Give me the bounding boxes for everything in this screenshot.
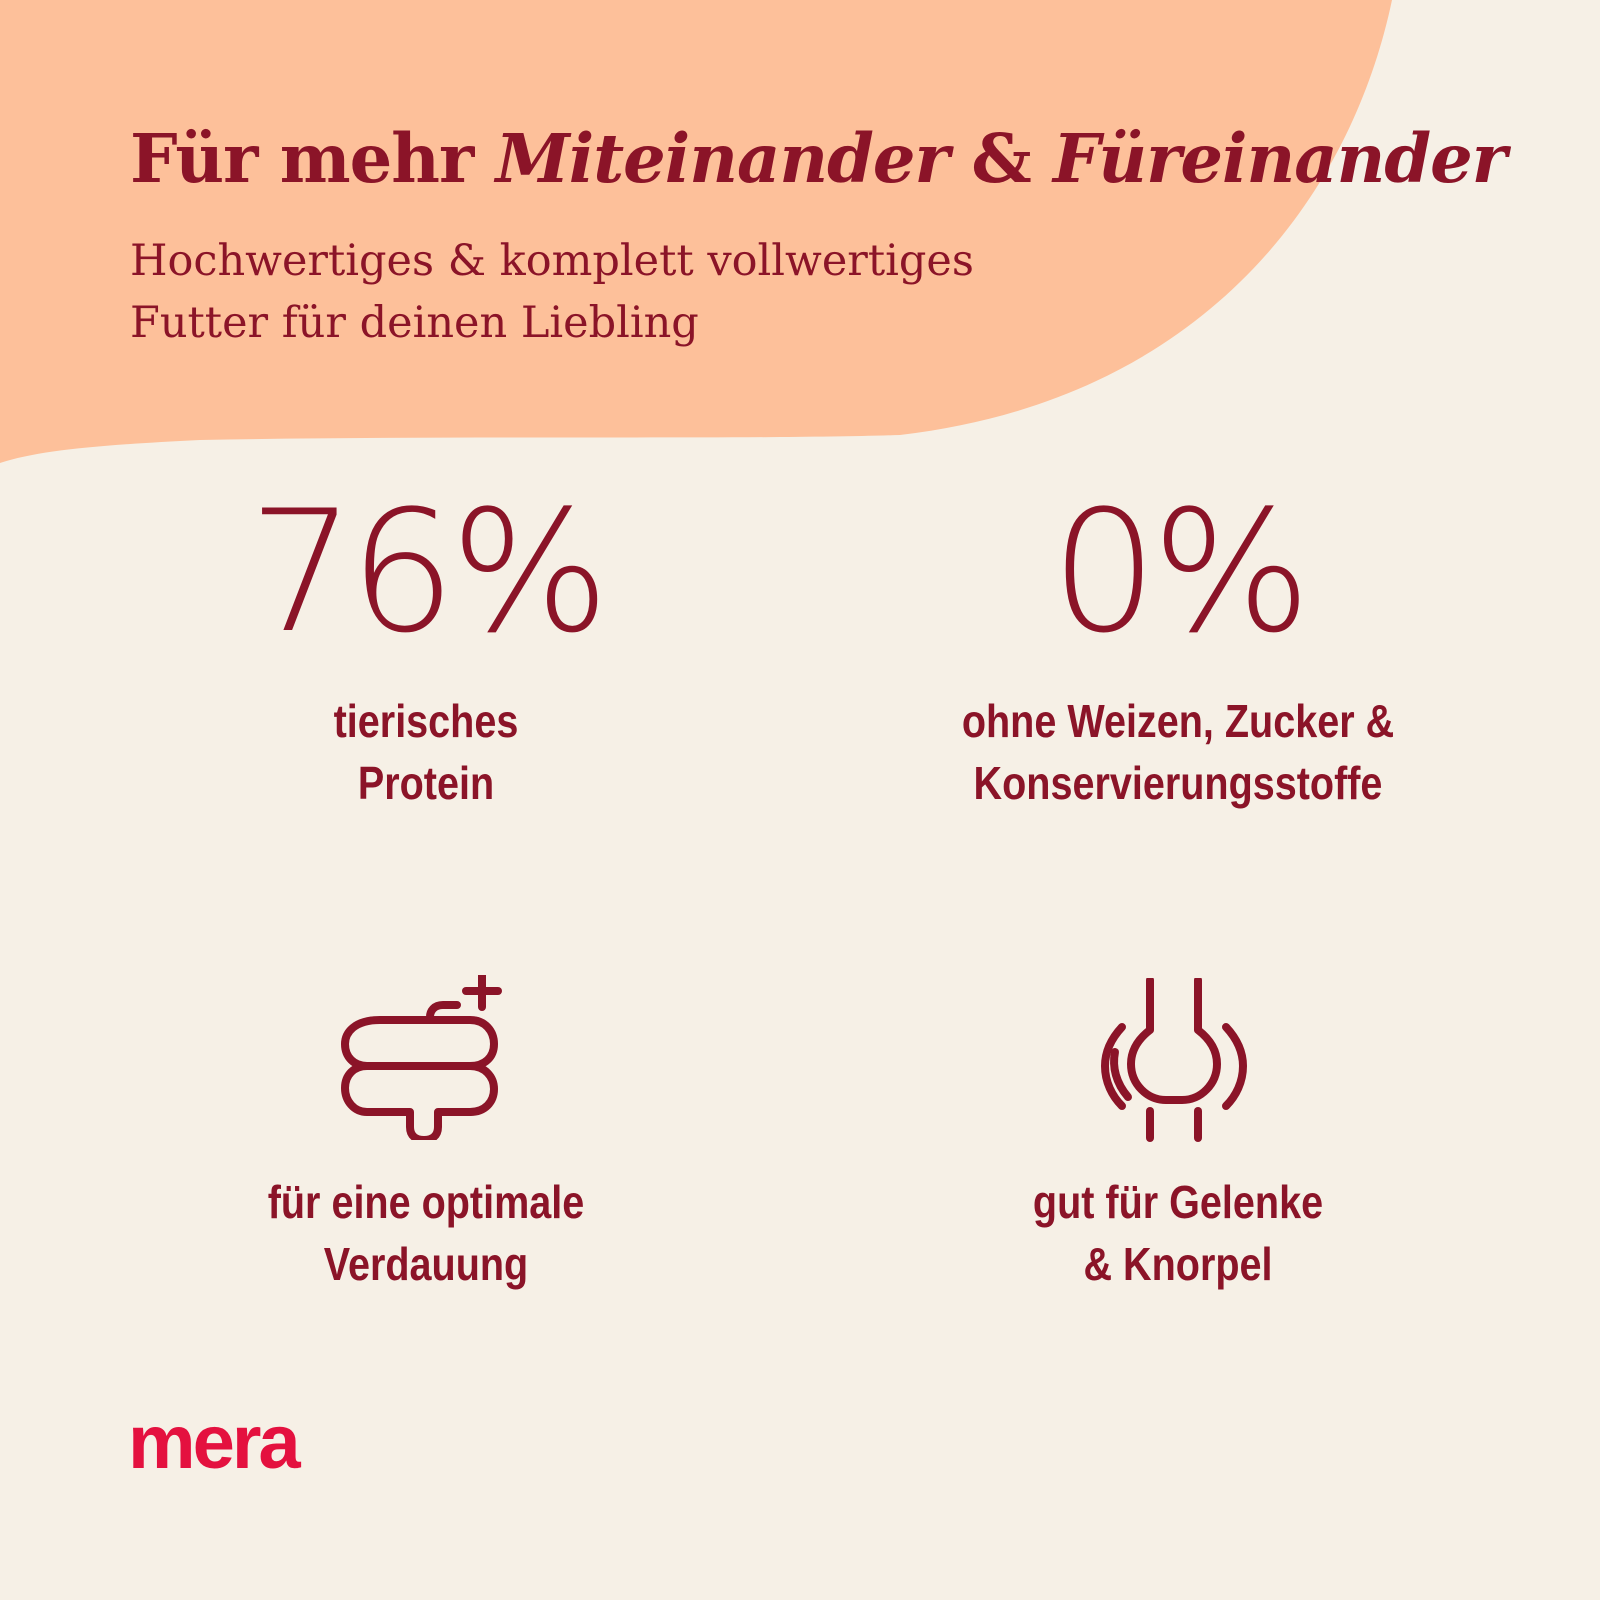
headline-emphasis-1: Miteinander	[495, 119, 950, 198]
feature-caption-line: Verdauung	[323, 1238, 529, 1290]
subheadline-line-2: Futter für deinen Liebling	[130, 298, 699, 348]
protein-percentage: 76%	[248, 474, 609, 670]
headline: Für mehr Miteinander & Füreinander	[130, 119, 1507, 198]
feature-caption-line: gut für Gelenke	[1032, 1176, 1324, 1228]
feature-caption-line: tierisches	[333, 695, 519, 747]
feature-caption-protein: tierisches Protein	[151, 690, 701, 814]
feature-caption-additives: ohne Weizen, Zucker & Konservierungsstof…	[903, 690, 1453, 814]
feature-caption-digestion: für eine optimale Verdauung	[151, 1171, 701, 1295]
feature-caption-line: ohne Weizen, Zucker &	[961, 695, 1395, 747]
feature-caption-line: Konservierungsstoffe	[973, 757, 1383, 809]
intestine-plus-icon	[341, 975, 502, 1140]
feature-caption-line: für eine optimale	[267, 1176, 585, 1228]
headline-connector: &	[971, 119, 1031, 198]
additives-percentage: 0%	[1050, 474, 1312, 670]
headline-emphasis-2: Füreinander	[1053, 119, 1507, 198]
subheadline-line-1: Hochwertiges & komplett vollwertiges	[130, 236, 974, 286]
feature-caption-line: & Knorpel	[1083, 1238, 1273, 1290]
joint-icon	[1101, 978, 1247, 1142]
feature-caption-line: Protein	[357, 757, 495, 809]
headline-regular: Für mehr	[130, 119, 474, 198]
mera-logo: mera	[128, 1400, 301, 1485]
feature-caption-joints: gut für Gelenke & Knorpel	[903, 1171, 1453, 1295]
subheadline: Hochwertiges & komplett vollwertiges Fut…	[130, 230, 974, 354]
